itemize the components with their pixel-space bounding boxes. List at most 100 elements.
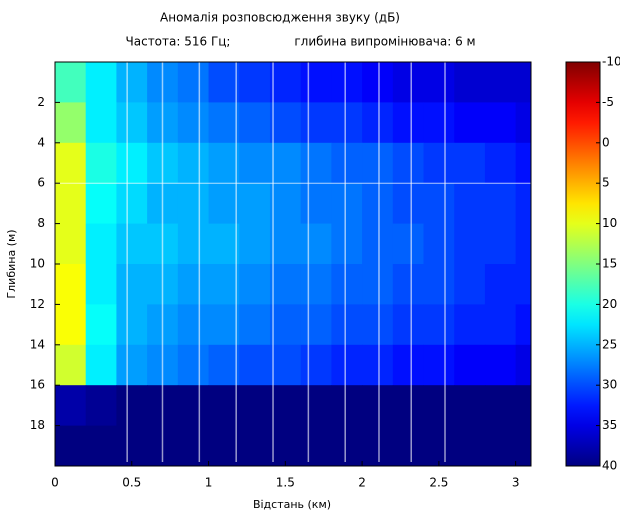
heat-cell <box>85 425 117 467</box>
heat-cell <box>177 425 210 467</box>
heat-cell <box>423 264 455 305</box>
colorbar <box>565 61 601 467</box>
heat-cell <box>239 385 271 427</box>
x-tick-label: 0.5 <box>122 476 141 490</box>
heat-cell <box>177 344 210 386</box>
heat-cell <box>55 183 87 225</box>
heat-cell <box>484 183 517 225</box>
heat-cell <box>300 142 332 184</box>
heat-cell <box>362 385 394 427</box>
heat-cell <box>454 183 486 225</box>
heat-cell <box>484 102 517 144</box>
heat-cell <box>454 142 486 184</box>
heat-cell <box>116 385 148 427</box>
heat-cell <box>116 142 148 184</box>
heat-cell <box>239 183 271 225</box>
heat-cell <box>515 62 532 103</box>
heat-cell <box>362 183 394 225</box>
heat-cell <box>85 102 117 144</box>
heat-cell <box>239 223 271 265</box>
heat-cell <box>85 304 117 346</box>
heat-cell <box>177 142 210 184</box>
heat-cell <box>362 344 394 386</box>
heat-cell <box>484 425 517 467</box>
heat-cell <box>392 344 425 386</box>
heat-cell <box>208 142 240 184</box>
heat-cell <box>454 62 486 103</box>
heat-cell <box>392 183 425 225</box>
x-tick-label: 0 <box>51 476 59 490</box>
heat-cell <box>423 183 455 225</box>
colorbar-tick-label: 0 <box>602 135 610 149</box>
chart-title: Аномалія розповсюдження звуку (дБ) <box>160 11 400 25</box>
heat-cell <box>55 264 87 305</box>
heat-cell <box>362 304 394 346</box>
heat-cell <box>300 102 332 144</box>
heat-cell <box>423 344 455 386</box>
heat-cell <box>300 183 332 225</box>
heat-cell <box>392 102 425 144</box>
heat-cell <box>484 223 517 265</box>
heat-cell <box>239 102 271 144</box>
heat-cell <box>331 304 363 346</box>
heat-cell <box>423 142 455 184</box>
heat-cell <box>269 304 302 346</box>
colorbar-tick-label: 20 <box>602 297 617 311</box>
heat-cell <box>331 425 363 467</box>
chart-subtitle: Частота: 516 Гц; <box>126 35 231 49</box>
heat-cell <box>515 142 532 184</box>
heat-cell <box>331 62 363 103</box>
heat-cell <box>208 62 240 103</box>
heat-cell <box>85 223 117 265</box>
heat-cell <box>116 223 148 265</box>
heat-cell <box>362 425 394 467</box>
heat-cell <box>116 62 148 103</box>
heat-cell <box>55 344 87 386</box>
heat-cell <box>55 304 87 346</box>
colorbar-tick-label: 35 <box>602 418 617 432</box>
colorbar-tick-label: 25 <box>602 337 617 351</box>
heat-cell <box>392 62 425 103</box>
heat-cell <box>392 385 425 427</box>
heat-cell <box>392 223 425 265</box>
colorbar-tick-label: 40 <box>602 459 617 473</box>
heat-cell <box>269 62 302 103</box>
x-tick-label: 1.5 <box>276 476 295 490</box>
y-tick-label: 8 <box>37 216 45 230</box>
heat-cell <box>392 142 425 184</box>
heat-cell <box>300 344 332 386</box>
heat-cell <box>423 385 455 427</box>
heat-cell <box>454 223 486 265</box>
y-tick-label: 16 <box>30 378 45 392</box>
heat-cell <box>85 385 117 427</box>
x-tick-label: 1 <box>205 476 213 490</box>
x-axis-label: Відстань (км) <box>253 498 331 511</box>
heat-cell <box>269 425 302 467</box>
heat-cell <box>55 223 87 265</box>
heat-cell <box>515 304 532 346</box>
colorbar-tick-label: 30 <box>602 378 617 392</box>
heat-cell <box>116 425 148 467</box>
heat-cell <box>515 264 532 305</box>
heat-cell <box>300 223 332 265</box>
y-tick-label: 14 <box>30 337 45 351</box>
heat-cell <box>454 102 486 144</box>
colorbar-tick-label: 15 <box>602 257 617 271</box>
heat-cell <box>331 223 363 265</box>
heat-cell <box>392 264 425 305</box>
heat-cell <box>55 425 87 467</box>
heat-cell <box>177 304 210 346</box>
heat-cell <box>208 304 240 346</box>
heat-cell <box>239 142 271 184</box>
heat-cell <box>423 62 455 103</box>
heat-cell <box>239 62 271 103</box>
heat-cell <box>116 304 148 346</box>
colorbar-tick-label: 10 <box>602 216 617 230</box>
heat-cell <box>116 183 148 225</box>
heat-cell <box>484 385 517 427</box>
colorbar-tick-label: -5 <box>602 95 614 109</box>
x-tick-label: 3 <box>512 476 520 490</box>
heat-cell <box>331 183 363 225</box>
heat-cell <box>392 304 425 346</box>
heat-cell <box>423 425 455 467</box>
